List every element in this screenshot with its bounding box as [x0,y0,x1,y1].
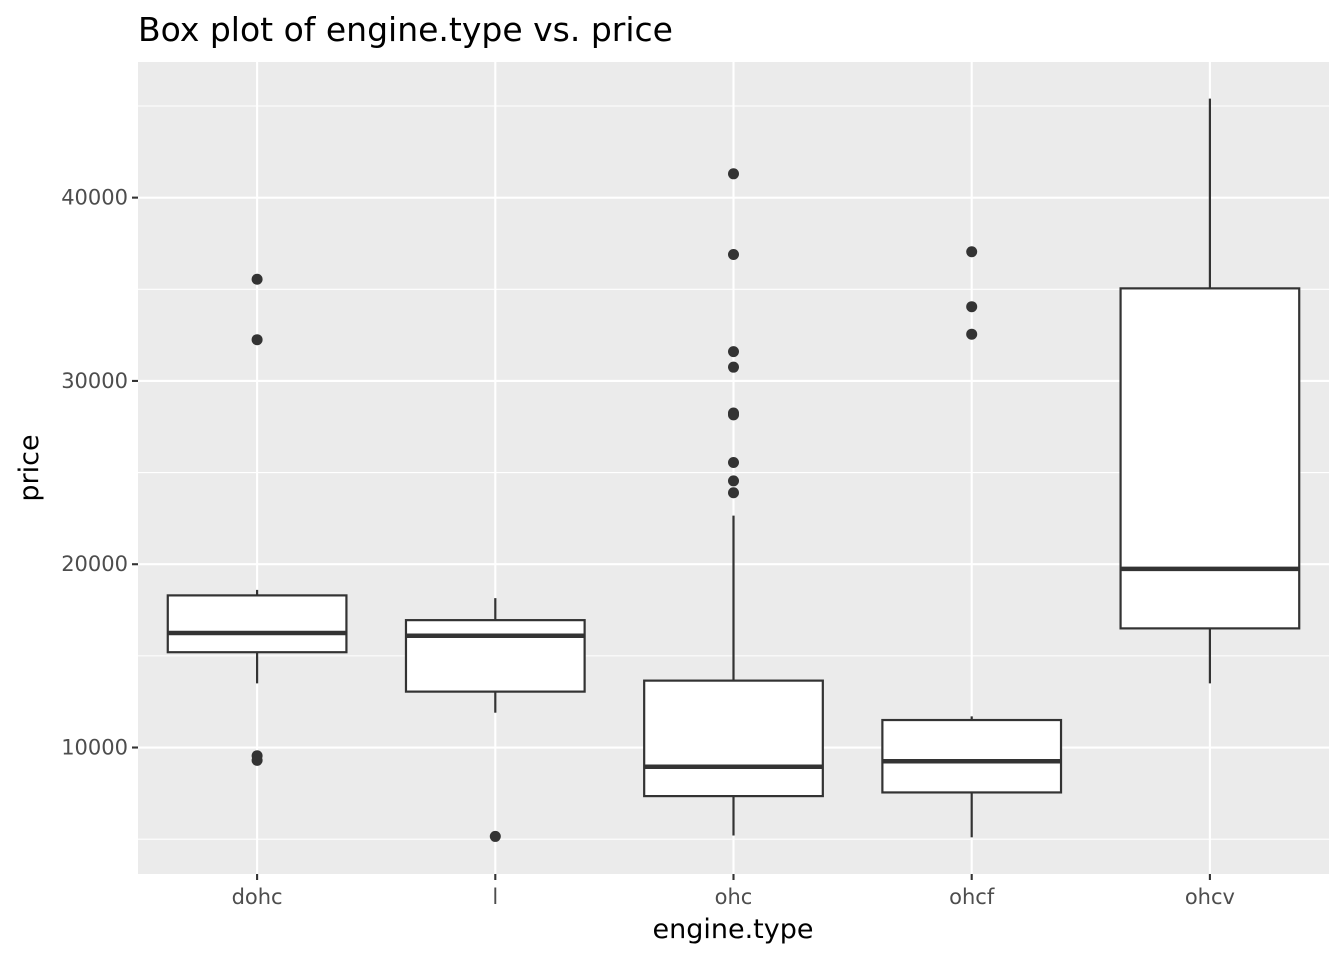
outlier-point [728,409,739,421]
outlier-point [966,328,978,340]
outlier-point [251,273,263,285]
box-ohcf [881,246,1063,838]
outlier-point [728,248,739,260]
box-dohc [166,273,348,766]
x-tick-label: ohcv [1185,885,1235,909]
y-tick-label: 20000 [61,552,128,576]
outlier-point [728,346,739,358]
outlier-point [966,301,978,313]
box-iqr [881,718,1063,794]
box-iqr [404,619,586,693]
x-tick-label: l [492,885,498,909]
outlier-point [728,475,739,487]
y-tick-label: 40000 [61,186,128,210]
box-iqr [643,679,824,798]
chart-title: Box plot of engine.type vs. price [138,10,673,49]
outlier-point [489,830,501,842]
outlier-point [728,487,739,499]
outlier-point [728,457,739,469]
outlier-point [728,168,739,180]
box-ohcv [1119,98,1301,684]
outlier-point [251,754,263,766]
outlier-point [251,334,263,346]
x-axis: dohc l ohc ohcf ohcv [232,874,1235,909]
y-axis-title: price [14,434,45,501]
box-l [404,598,586,842]
boxes-layer [166,98,1301,842]
outlier-point [966,246,978,258]
box-iqr [1119,287,1301,630]
x-tick-label: ohc [715,885,753,909]
outlier-point [728,361,739,373]
x-axis-title: engine.type [653,914,814,945]
x-tick-label: dohc [232,885,283,909]
y-tick-label: 30000 [61,369,128,393]
box-ohc [643,168,824,836]
y-axis: 10000 20000 30000 40000 [61,186,138,760]
box-iqr [166,594,348,654]
x-tick-label: ohcf [949,885,995,909]
y-tick-label: 10000 [61,736,128,760]
